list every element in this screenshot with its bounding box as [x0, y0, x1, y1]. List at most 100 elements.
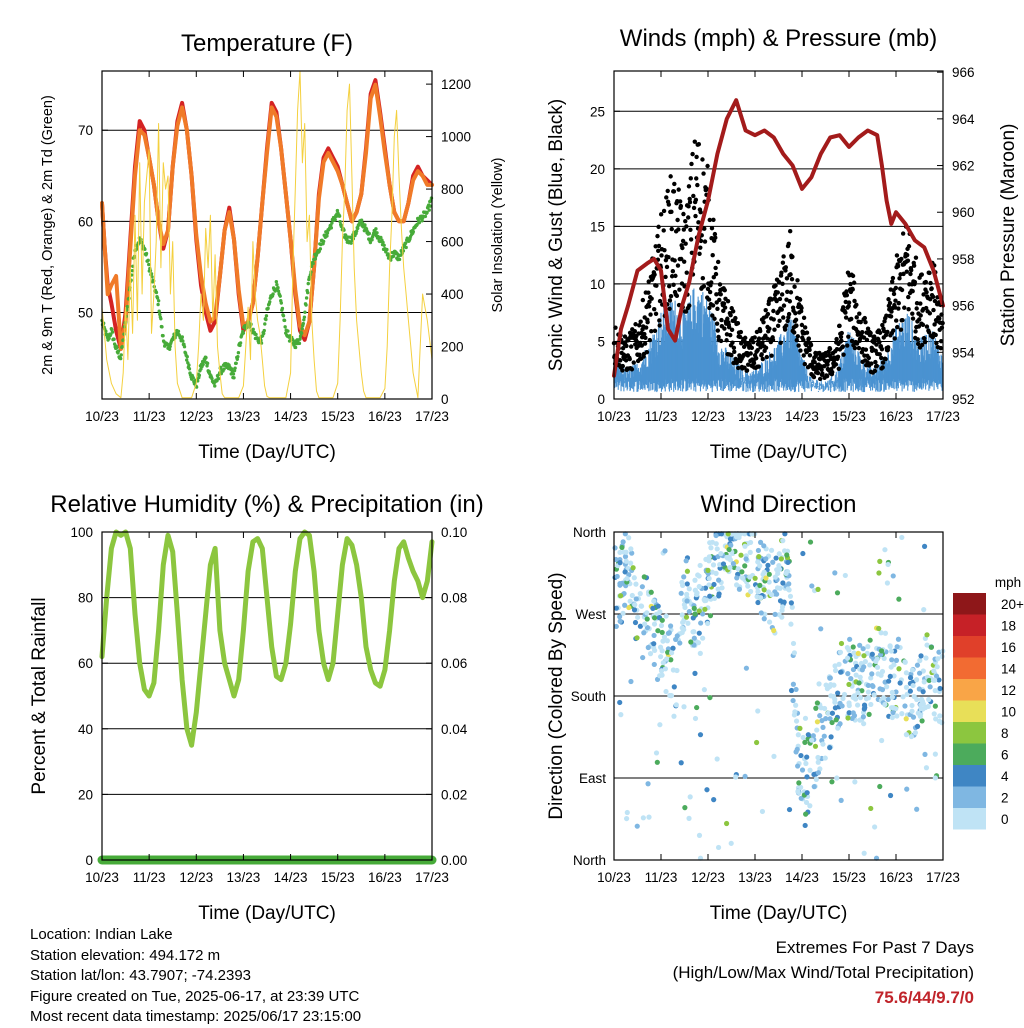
- gust-point: [622, 334, 628, 339]
- gust-point: [918, 313, 923, 318]
- direction-point: [697, 732, 704, 738]
- gust-point: [916, 324, 922, 329]
- gust-point: [780, 260, 786, 265]
- direction-point: [662, 666, 669, 672]
- x-tick-label: 14/23: [274, 409, 308, 424]
- direction-point: [809, 583, 815, 589]
- direction-point: [692, 587, 698, 593]
- direction-point: [865, 644, 871, 650]
- direction-point: [913, 677, 920, 683]
- direction-point: [669, 650, 675, 656]
- direction-point: [747, 549, 753, 555]
- direction-point: [673, 636, 679, 643]
- dewpoint-point: [379, 235, 383, 240]
- direction-point: [733, 774, 739, 780]
- gust-point: [915, 337, 920, 342]
- x-tick-label: 17/23: [415, 870, 449, 885]
- dewpoint-point: [110, 330, 115, 334]
- gust-point: [713, 265, 718, 271]
- x-tick-label: 10/23: [85, 870, 119, 885]
- dewpoint-point: [160, 325, 164, 329]
- gust-point: [668, 174, 673, 179]
- direction-point: [720, 561, 727, 567]
- gust-point: [938, 345, 944, 351]
- y-tick-label: 0: [85, 853, 93, 868]
- chart-title: Winds (mph) & Pressure (mb): [620, 25, 937, 52]
- direction-point: [860, 714, 866, 720]
- direction-point: [848, 676, 854, 682]
- x-tick-label: 16/23: [879, 409, 913, 424]
- direction-point: [645, 781, 651, 787]
- direction-point: [872, 824, 878, 830]
- direction-point: [696, 583, 702, 590]
- gust-point: [701, 171, 706, 176]
- gust-point: [781, 315, 786, 320]
- direction-point: [651, 615, 658, 621]
- gust-point: [852, 345, 858, 351]
- dewpoint-point: [301, 321, 305, 326]
- gust-point: [663, 274, 668, 280]
- gust-point: [886, 297, 891, 302]
- direction-point: [802, 822, 808, 829]
- gust-point: [777, 318, 782, 323]
- dewpoint-point: [123, 320, 128, 325]
- gust-point: [885, 329, 890, 335]
- direction-point: [711, 595, 718, 602]
- gust-point: [692, 139, 697, 144]
- direction-point: [681, 704, 687, 710]
- chart-title: Temperature (F): [181, 30, 353, 57]
- gust-point: [896, 306, 901, 311]
- y-tick-label: 50: [78, 305, 93, 320]
- gust-point: [707, 217, 712, 223]
- dewpoint-point: [213, 384, 217, 388]
- gust-point: [765, 311, 771, 317]
- legend-label: 10: [1001, 704, 1016, 719]
- gust-point: [799, 322, 805, 328]
- direction-point: [710, 562, 717, 568]
- gust-point: [643, 325, 649, 330]
- direction-point: [788, 687, 795, 694]
- gust-point: [779, 270, 784, 275]
- gust-point: [683, 309, 689, 314]
- direction-point: [613, 556, 619, 563]
- direction-point: [650, 605, 656, 611]
- direction-point: [838, 640, 845, 647]
- dewpoint-point: [368, 240, 373, 245]
- direction-point: [882, 701, 888, 708]
- dewpoint-point: [262, 328, 266, 333]
- dewpoint-point: [127, 296, 131, 301]
- dewpoint-point: [167, 347, 172, 352]
- gust-point: [706, 297, 712, 302]
- dewpoint-point: [144, 251, 149, 256]
- direction-point: [795, 763, 801, 769]
- gust-point: [738, 329, 744, 335]
- gust-point: [681, 211, 686, 217]
- direction-point: [791, 650, 798, 656]
- gust-point: [922, 336, 927, 341]
- direction-point: [855, 650, 861, 657]
- gust-point: [863, 319, 868, 325]
- gust-point: [844, 289, 849, 294]
- gust-point: [745, 362, 751, 367]
- gust-point: [731, 345, 737, 351]
- direction-point: [924, 632, 930, 638]
- direction-point: [837, 649, 844, 655]
- dewpoint-point: [306, 281, 310, 286]
- gust-point: [928, 280, 933, 286]
- y-right-tick-label: 0.06: [441, 656, 467, 671]
- direction-point: [891, 673, 897, 679]
- gust-point: [628, 344, 634, 349]
- direction-point: [632, 602, 638, 608]
- gust-point: [691, 205, 697, 211]
- direction-point: [661, 634, 668, 640]
- gust-point: [686, 204, 691, 209]
- legend-label: 18: [1001, 618, 1016, 633]
- direction-point: [856, 680, 862, 686]
- extremes-values: 75.6/44/9.7/0: [874, 988, 974, 1007]
- direction-point: [700, 611, 706, 617]
- direction-point: [659, 672, 665, 678]
- direction-point: [757, 582, 763, 588]
- direction-point: [866, 711, 872, 717]
- gust-point: [922, 339, 928, 345]
- gust-point: [802, 325, 808, 330]
